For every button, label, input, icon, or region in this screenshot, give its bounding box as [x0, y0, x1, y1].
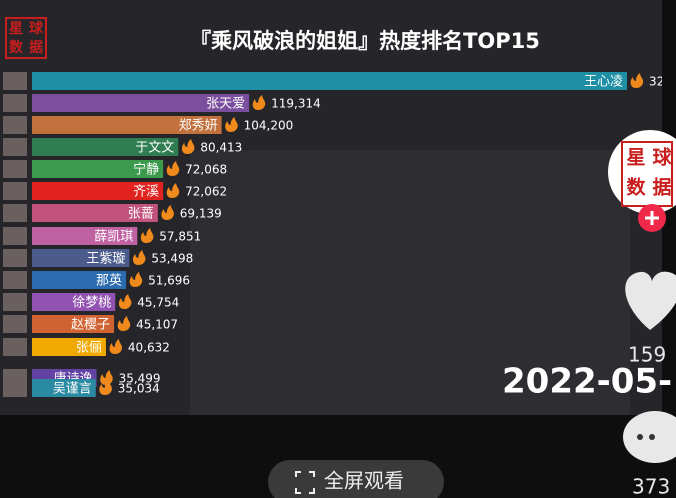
bar [32, 160, 164, 178]
value-label: 51,696 [148, 274, 190, 288]
value-label: 72,068 [185, 163, 227, 177]
value-label: 35,499 [119, 372, 161, 386]
value-label: 35,034 [118, 382, 160, 396]
flame-icon [166, 161, 180, 176]
logo-char: 据 [29, 39, 43, 56]
comment-dot [649, 434, 655, 440]
bar-chart: 王心凌 327 张天爱 119,314 郑秀妍 104,200 于文文 80,413 宁静 72,… [3, 72, 672, 397]
fullscreen-pill[interactable] [268, 460, 444, 498]
flame-icon [161, 205, 174, 220]
fullscreen-icon [295, 471, 315, 494]
avatar [3, 160, 27, 178]
bar [32, 379, 96, 397]
avatar [3, 271, 27, 289]
bar [32, 227, 138, 245]
comment-dot [637, 434, 643, 440]
bar-name: 徐梦桃 [72, 296, 111, 311]
value-label: 119,314 [271, 97, 321, 111]
bar [32, 138, 179, 156]
chart-title: 『乘风破浪的姐姐』热度排名TOP15 [190, 29, 540, 53]
bar-name: 宁静 [133, 162, 159, 178]
bar-name: 那英 [96, 274, 122, 289]
flame-icon [630, 73, 644, 88]
value-label: 45,754 [137, 296, 179, 310]
avatar [3, 227, 27, 245]
flame-icon [99, 380, 112, 395]
bar [32, 338, 106, 356]
follow-plus [645, 211, 659, 225]
logo-char: 数 [626, 176, 646, 199]
like-count: 159 [628, 343, 666, 367]
avatar [3, 315, 27, 333]
bar [32, 315, 115, 333]
flame-icon [100, 370, 113, 385]
comment-count: 373 [632, 475, 670, 498]
logo-char: 球 [652, 146, 672, 169]
fullscreen-label: 全屏观看 [324, 469, 404, 493]
logo-char: 球 [29, 20, 44, 37]
bar-name: 薛凯琪 [94, 230, 133, 245]
bar [32, 271, 127, 289]
flame-icon [129, 272, 143, 287]
date-label: 2022-05- [502, 362, 672, 402]
video-backdrop [190, 150, 630, 415]
flame-icon [181, 139, 195, 154]
avatar [3, 379, 27, 397]
flame-icon [132, 250, 146, 265]
avatar [3, 338, 27, 356]
bar [32, 72, 627, 90]
bar [32, 293, 116, 311]
logo-char: 星 [9, 21, 23, 37]
flame-icon [118, 294, 132, 309]
avatar-circle[interactable] [608, 130, 676, 214]
bar-name: 张天爱 [206, 97, 245, 112]
like-icon[interactable] [625, 271, 676, 330]
avatar [3, 72, 27, 90]
value-label: 327 [649, 75, 672, 89]
bar-name: 王心凌 [584, 75, 623, 90]
bar-name: 赵樱子 [71, 317, 110, 333]
logo-char: 据 [652, 176, 671, 199]
flame-icon [109, 339, 123, 354]
flame-icon [225, 117, 238, 132]
bar [32, 204, 158, 222]
avatar [3, 204, 27, 222]
value-label: 69,139 [180, 207, 222, 221]
bar-name: 郑秀妍 [179, 119, 218, 134]
value-label: 80,413 [200, 141, 242, 155]
bar-name: 于文文 [135, 141, 174, 156]
logo-char: 星 [626, 147, 645, 169]
bar-name: 齐溪 [133, 184, 159, 200]
avatar [3, 293, 27, 311]
logo-frame [5, 17, 47, 59]
bar [32, 94, 250, 112]
value-label: 72,062 [185, 185, 227, 199]
flame-icon [140, 228, 154, 243]
bar [32, 116, 222, 134]
bar-name: 张蔷 [128, 207, 154, 222]
value-label: 45,107 [136, 318, 178, 332]
bar-name: 张俪 [76, 341, 102, 356]
bar [32, 249, 130, 267]
fullscreen-button[interactable]: 全屏观看 [268, 460, 444, 498]
avatar [3, 138, 27, 156]
author-avatar[interactable]: 星 球 数 据 [608, 130, 676, 232]
avatar [3, 249, 27, 267]
flame-icon [252, 95, 266, 110]
avatar [3, 182, 27, 200]
value-label: 104,200 [244, 119, 294, 133]
bar [32, 182, 164, 200]
value-label: 40,632 [128, 341, 170, 355]
bar-name: 王紫璇 [86, 252, 125, 267]
bar-name: 吴谨言 [53, 382, 92, 397]
logo-char: 数 [9, 39, 24, 56]
avatar [3, 116, 27, 134]
flame-icon [166, 183, 180, 198]
value-label: 57,851 [159, 230, 201, 244]
logo: 星 球 数 据 [5, 17, 47, 59]
avatar [3, 94, 27, 112]
value-label: 53,498 [151, 252, 193, 266]
flame-icon [117, 316, 131, 331]
